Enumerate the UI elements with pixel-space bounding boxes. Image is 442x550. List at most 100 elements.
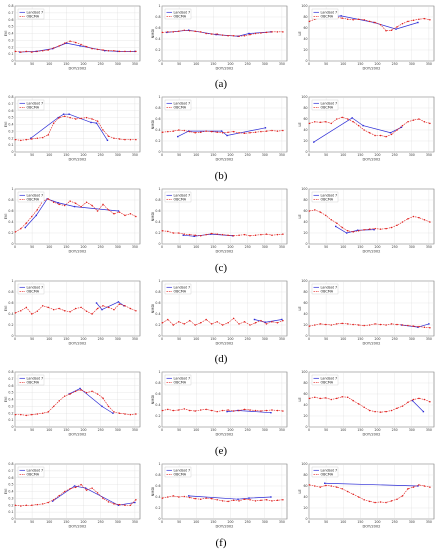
obcma-point [401, 405, 404, 407]
legend-landsat-label: Landsat 7 [27, 193, 44, 197]
landsat-point [62, 113, 65, 115]
obcma-point [210, 409, 213, 412]
obcma-point [96, 492, 99, 494]
obcma-point [85, 201, 88, 203]
landsat-point [351, 117, 353, 119]
obcma-point [254, 409, 257, 412]
y-axis-label: LE [298, 214, 302, 219]
obcma-point [330, 398, 333, 401]
obcma-point [63, 309, 66, 312]
obcma-point [188, 130, 191, 133]
obcma-point [254, 322, 257, 324]
obcma-point [85, 310, 88, 312]
y-tick-label: 20 [303, 139, 307, 143]
obcma-point [36, 209, 39, 211]
obcma-point [418, 18, 420, 20]
x-tick-label: 250 [245, 62, 251, 66]
landsat-point [281, 318, 283, 321]
obcma-point [357, 324, 360, 326]
x-tick-label: 350 [132, 245, 138, 249]
obcma-point [407, 401, 409, 403]
obcma-point [178, 30, 180, 33]
y-tick-label: 100 [301, 187, 307, 191]
y-tick-label: 100 [301, 279, 307, 283]
y-axis-label: EVI [4, 489, 8, 495]
landsat-point [112, 412, 114, 414]
row-label-e: (e) [215, 445, 228, 457]
obcma-point [319, 211, 322, 213]
y-axis-label: EVI [4, 122, 8, 128]
obcma-point [91, 118, 93, 120]
y-tick-label: 0.2 [8, 231, 13, 235]
obcma-point [129, 138, 132, 141]
obcma-point [429, 327, 431, 329]
landsat-point [46, 198, 48, 200]
obcma-point [102, 129, 104, 131]
obcma-point [407, 488, 409, 490]
obcma-point [91, 390, 93, 392]
obcma-point [429, 19, 431, 21]
obcma-point [363, 129, 365, 131]
x-tick-label: 0 [308, 520, 310, 524]
obcma-point [254, 500, 257, 502]
obcma-point [102, 497, 104, 500]
y-tick-label: 0.8 [155, 106, 160, 110]
obcma-point [216, 410, 218, 413]
obcma-point [118, 303, 121, 305]
obcma-point [188, 233, 191, 236]
x-tick-label: 100 [193, 520, 199, 524]
y-tick-label: 0.1 [8, 510, 13, 514]
obcma-point [58, 307, 60, 310]
obcma-point [210, 232, 213, 235]
x-tick-label: 250 [392, 62, 398, 66]
y-tick-label: 0.7 [8, 102, 13, 106]
y-tick-label: 0.6 [155, 26, 160, 30]
legend-landsat-label: Landsat 7 [174, 193, 191, 197]
obcma-point [205, 318, 207, 321]
x-tick-label: 250 [98, 428, 104, 432]
x-tick-label: 150 [63, 520, 69, 524]
x-tick-label: 300 [115, 520, 121, 524]
x-tick-label: 300 [409, 153, 415, 157]
row-labels: (a) (b) (c) (d) (e) (f) [215, 78, 228, 549]
landsat-point [428, 323, 430, 325]
x-tick-label: 50 [30, 245, 34, 249]
y-tick-label: 0.7 [8, 377, 13, 381]
obcma-point [80, 483, 82, 486]
x-tick-label: 350 [426, 520, 432, 524]
y-tick-label: 1 [158, 95, 160, 99]
legend-obcma-label: OBCMA [27, 289, 40, 293]
legend-box [311, 374, 339, 386]
x-tick-label: 350 [426, 337, 432, 341]
x-axis-label: DOY/2002 [363, 158, 381, 162]
y-tick-label: 40 [303, 495, 307, 499]
x-axis-label: DOY/2002 [69, 158, 87, 162]
x-tick-label: 100 [193, 428, 199, 432]
x-tick-label: 350 [279, 337, 285, 341]
obcma-point [314, 324, 316, 326]
obcma-point [379, 411, 382, 413]
x-tick-label: 350 [426, 428, 432, 432]
y-tick-label: 0.4 [155, 495, 160, 499]
obcma-point [41, 305, 44, 307]
y-tick-label: 20 [303, 48, 307, 52]
obcma-point [271, 320, 273, 323]
x-tick-label: 50 [177, 62, 181, 66]
obcma-point [271, 409, 273, 411]
x-tick-label: 300 [115, 62, 121, 66]
obcma-point [199, 498, 202, 500]
obcma-point [227, 500, 229, 503]
x-tick-label: 0 [14, 62, 16, 66]
obcma-point [374, 134, 376, 137]
legend-box [17, 191, 45, 203]
obcma-point [221, 409, 224, 412]
obcma-point [232, 235, 235, 237]
obcma-point [346, 396, 349, 399]
obcma-point [47, 501, 49, 504]
x-tick-label: 100 [193, 337, 199, 341]
y-tick-label: 1 [11, 187, 13, 191]
x-tick-label: 300 [262, 62, 268, 66]
obcma-point [135, 309, 137, 312]
y-tick-label: 20 [303, 323, 307, 327]
y-tick-label: 100 [301, 4, 307, 8]
